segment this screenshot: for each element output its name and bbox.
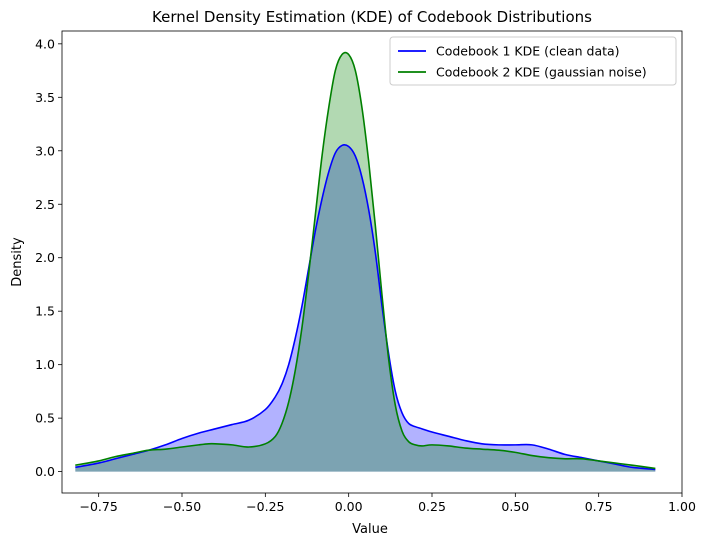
series-2-fill bbox=[75, 52, 656, 472]
y-tick-label: 2.5 bbox=[35, 197, 55, 212]
legend-label-1: Codebook 1 KDE (clean data) bbox=[436, 44, 620, 59]
plot-frame bbox=[61, 30, 683, 494]
y-tick-label: 3.0 bbox=[35, 143, 55, 158]
x-tick-label: −0.75 bbox=[80, 499, 118, 514]
x-tick-label: −0.50 bbox=[163, 499, 201, 514]
x-tick-label: −0.25 bbox=[246, 499, 284, 514]
x-tick-label: 1.00 bbox=[668, 499, 696, 514]
y-tick-label: 1.5 bbox=[35, 304, 55, 319]
x-tick-label: 0.75 bbox=[585, 499, 613, 514]
y-tick-label: 1.0 bbox=[35, 357, 55, 372]
density-fills bbox=[75, 52, 656, 472]
y-tick-label: 0.0 bbox=[35, 464, 55, 479]
y-tick-label: 2.0 bbox=[35, 250, 55, 265]
x-tick-label: 0.25 bbox=[418, 499, 446, 514]
x-axis-title: Value bbox=[352, 522, 388, 537]
legend: Codebook 1 KDE (clean data) Codebook 2 KD… bbox=[389, 36, 677, 86]
series-2-line bbox=[75, 51, 656, 470]
series-1-line bbox=[75, 144, 656, 471]
series-1-fill bbox=[75, 144, 656, 472]
x-tick-label: 0.50 bbox=[501, 499, 529, 514]
y-axis-ticks: 0.0 0.5 1.0 1.5 2.0 2.5 3.0 3.5 4.0 bbox=[35, 36, 62, 479]
y-tick-label: 0.5 bbox=[35, 411, 55, 426]
legend-box bbox=[389, 36, 677, 86]
x-axis-ticks: −0.75 −0.50 −0.25 0.00 0.25 0.50 0.75 1.00 bbox=[80, 493, 696, 514]
legend-label-2: Codebook 2 KDE (gaussian noise) bbox=[436, 65, 647, 80]
chart-title: Kernel Density Estimation (KDE) of Codeb… bbox=[152, 8, 592, 26]
y-axis-title: Density bbox=[10, 237, 25, 287]
y-tick-label: 4.0 bbox=[35, 36, 55, 51]
y-tick-label: 3.5 bbox=[35, 90, 55, 105]
density-lines bbox=[75, 51, 656, 471]
x-tick-label: 0.00 bbox=[335, 499, 363, 514]
